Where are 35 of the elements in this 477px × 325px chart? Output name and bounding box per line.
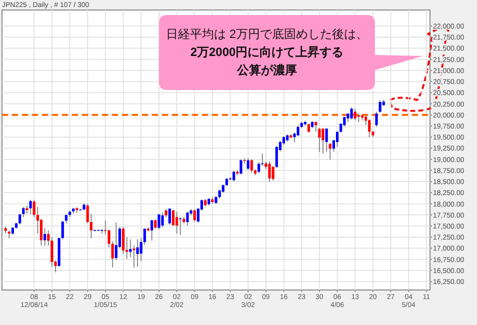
candlestick	[168, 208, 171, 226]
candlestick	[325, 128, 328, 152]
candlestick	[368, 118, 371, 138]
candlestick	[322, 128, 324, 154]
candlestick	[350, 106, 353, 120]
candlestick	[172, 209, 174, 226]
candlestick	[44, 228, 46, 246]
candlestick	[122, 226, 125, 254]
candlestick	[40, 218, 43, 246]
candlestick	[150, 220, 154, 242]
callout: 日経平均は 2万円で底固めした後は、 2万2000円に向けて上昇する 公算が濃厚	[159, 15, 423, 90]
candlestick	[193, 208, 196, 222]
annotation: 日経平均は 2万円で底固めした後は、	[166, 27, 368, 41]
candlestick	[161, 212, 164, 228]
candlestick	[246, 158, 250, 170]
candlestick	[154, 218, 157, 230]
candlestick	[175, 211, 178, 234]
annotation: 公算が濃厚	[236, 63, 297, 77]
candlestick	[232, 170, 236, 182]
candlestick	[29, 199, 32, 214]
candlestick	[375, 111, 378, 128]
candlestick	[240, 158, 242, 175]
candlestick	[114, 222, 118, 260]
candlestick	[158, 214, 160, 230]
candlestick	[129, 238, 132, 258]
candlestick	[136, 238, 139, 268]
candlestick	[268, 161, 271, 182]
candlestick	[336, 131, 339, 148]
candlestick	[250, 158, 253, 174]
candlestick	[258, 162, 260, 174]
candlestick	[140, 238, 142, 262]
candlestick	[378, 100, 382, 114]
candlestick	[186, 211, 189, 226]
annotation: 2万2000円に向けて上昇する	[190, 45, 344, 59]
candlestick	[354, 108, 356, 121]
